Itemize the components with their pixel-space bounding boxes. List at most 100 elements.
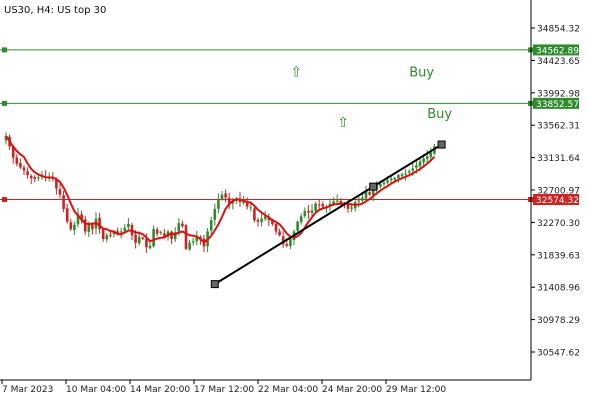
candle-body xyxy=(350,207,353,209)
candle[interactable] xyxy=(76,207,80,228)
candle[interactable] xyxy=(29,174,33,185)
candle[interactable] xyxy=(281,231,285,248)
buy-signal-label[interactable]: Buy xyxy=(409,65,434,80)
candle[interactable] xyxy=(260,212,263,227)
candle[interactable] xyxy=(152,225,155,248)
candle[interactable] xyxy=(141,236,145,241)
candle-body xyxy=(274,223,278,232)
level-handle-left[interactable] xyxy=(2,100,7,106)
candle[interactable] xyxy=(368,189,371,196)
candle-body xyxy=(400,174,404,176)
trendline-handle[interactable] xyxy=(210,280,219,289)
candle-body xyxy=(76,214,80,225)
candle[interactable] xyxy=(256,217,260,227)
candle[interactable] xyxy=(83,215,87,235)
candle-body xyxy=(346,204,350,209)
candle-body xyxy=(299,216,303,223)
candle[interactable] xyxy=(19,158,22,170)
candle-body xyxy=(256,219,260,222)
candle[interactable] xyxy=(105,232,109,243)
candle-body xyxy=(4,135,8,141)
candle-body xyxy=(159,232,163,234)
candle[interactable] xyxy=(22,165,26,176)
candle[interactable] xyxy=(62,190,65,213)
candle[interactable] xyxy=(274,221,278,235)
candle[interactable] xyxy=(188,240,191,251)
candle-body xyxy=(317,204,321,206)
candle[interactable] xyxy=(217,193,220,214)
candle-body xyxy=(429,152,433,158)
candle-body xyxy=(188,242,191,250)
candle[interactable] xyxy=(220,191,224,201)
candle[interactable] xyxy=(227,192,231,209)
candle[interactable] xyxy=(317,199,321,210)
buy-signal-label[interactable]: Buy xyxy=(427,107,452,122)
trendline-mid-handle[interactable] xyxy=(369,182,378,191)
candle[interactable] xyxy=(15,154,19,167)
candle[interactable] xyxy=(314,202,317,213)
trendline-handle[interactable] xyxy=(437,140,446,149)
candle[interactable] xyxy=(245,197,249,210)
candle[interactable] xyxy=(155,227,159,237)
candle[interactable] xyxy=(209,216,213,235)
candle-body xyxy=(407,171,411,173)
candle-body xyxy=(177,223,181,232)
y-tick-label: 31839.63 xyxy=(537,251,580,261)
candle-body xyxy=(155,229,159,234)
candle[interactable] xyxy=(407,169,411,174)
candle-body xyxy=(310,210,314,213)
candle-body xyxy=(217,199,220,209)
candle-body xyxy=(213,208,217,220)
candle-body xyxy=(65,208,69,222)
candle[interactable] xyxy=(37,175,40,182)
candle[interactable] xyxy=(119,227,123,239)
candle[interactable] xyxy=(69,218,73,231)
candle[interactable] xyxy=(26,167,29,179)
candle[interactable] xyxy=(159,230,163,236)
candle-body xyxy=(227,197,231,204)
candle[interactable] xyxy=(73,221,76,235)
candle[interactable] xyxy=(148,242,152,250)
candle-body xyxy=(332,201,335,205)
trendline[interactable] xyxy=(214,143,443,285)
candle-body xyxy=(116,231,119,234)
candle-body xyxy=(101,229,105,239)
candle[interactable] xyxy=(33,175,37,183)
level-handle-left[interactable] xyxy=(2,47,7,53)
up-arrow-icon[interactable]: ⇧ xyxy=(337,115,349,131)
candle-body xyxy=(422,158,425,163)
candle[interactable] xyxy=(98,212,101,234)
price-tag-resistance xyxy=(533,44,579,56)
candle[interactable] xyxy=(181,220,184,228)
candle[interactable] xyxy=(307,205,310,219)
candle-body xyxy=(83,219,87,232)
candle[interactable] xyxy=(101,227,105,242)
candle[interactable] xyxy=(299,213,303,225)
candle[interactable] xyxy=(404,168,407,181)
candle[interactable] xyxy=(364,185,368,202)
candle[interactable] xyxy=(4,132,8,145)
candle[interactable] xyxy=(213,203,217,226)
candle[interactable] xyxy=(231,197,235,210)
candle-body xyxy=(278,231,281,236)
candle-body xyxy=(249,207,253,209)
candle[interactable] xyxy=(184,223,188,251)
candle[interactable] xyxy=(303,207,307,219)
candle-body xyxy=(33,176,37,179)
candle[interactable] xyxy=(191,237,195,246)
candle[interactable] xyxy=(127,218,130,230)
candle[interactable] xyxy=(253,205,256,223)
candle[interactable] xyxy=(278,228,281,237)
candle[interactable] xyxy=(195,230,199,246)
level-handle-left[interactable] xyxy=(2,197,7,203)
candle[interactable] xyxy=(58,183,62,199)
up-arrow-icon[interactable]: ⇧ xyxy=(290,64,302,80)
moving-average-line[interactable] xyxy=(5,135,436,244)
candle[interactable] xyxy=(65,203,69,224)
candle[interactable] xyxy=(224,189,227,203)
candle[interactable] xyxy=(397,173,400,183)
candle-body xyxy=(296,221,299,231)
x-tick-label: 7 Mar 2023 xyxy=(2,385,53,395)
candle[interactable] xyxy=(80,210,83,224)
